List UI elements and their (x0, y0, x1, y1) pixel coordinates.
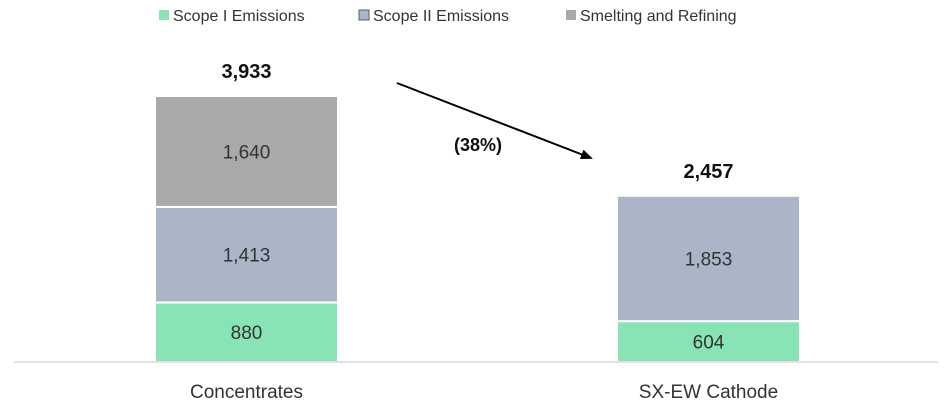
percent-change-label: (38%) (454, 135, 502, 155)
legend: Scope I Emissions Scope II Emissions Smelt… (159, 8, 737, 25)
bar-segment (616, 320, 801, 363)
bar-segment (154, 205, 339, 304)
legend-label: Scope II Emissions (373, 8, 509, 25)
legend-swatch (566, 10, 576, 20)
total-value-label: 2,457 (683, 161, 733, 183)
legend-label: Scope I Emissions (173, 8, 305, 25)
segment-value-label: 880 (231, 323, 263, 344)
legend-label: Smelting and Refining (580, 8, 737, 25)
total-value-label: 3,933 (221, 61, 271, 83)
legend-swatch (358, 9, 370, 21)
bars: 880 1,413 1,640 3,933 604 1,853 2,457 (154, 61, 801, 363)
segment-value-label: 1,640 (223, 142, 271, 163)
change-annotation: (38%) (396, 82, 593, 160)
bar-segment (616, 194, 801, 323)
bar-segment (154, 301, 339, 363)
decrease-arrow (396, 82, 593, 160)
segment-value-label: 1,853 (685, 249, 733, 270)
category-label: Concentrates (190, 382, 303, 403)
category-labels: Concentrates SX-EW Cathode (190, 382, 778, 403)
legend-swatch (159, 10, 169, 20)
segment-value-label: 604 (693, 333, 725, 354)
bar-segment (154, 95, 339, 208)
segment-value-label: 1,413 (223, 246, 271, 267)
category-label: SX-EW Cathode (639, 382, 778, 403)
